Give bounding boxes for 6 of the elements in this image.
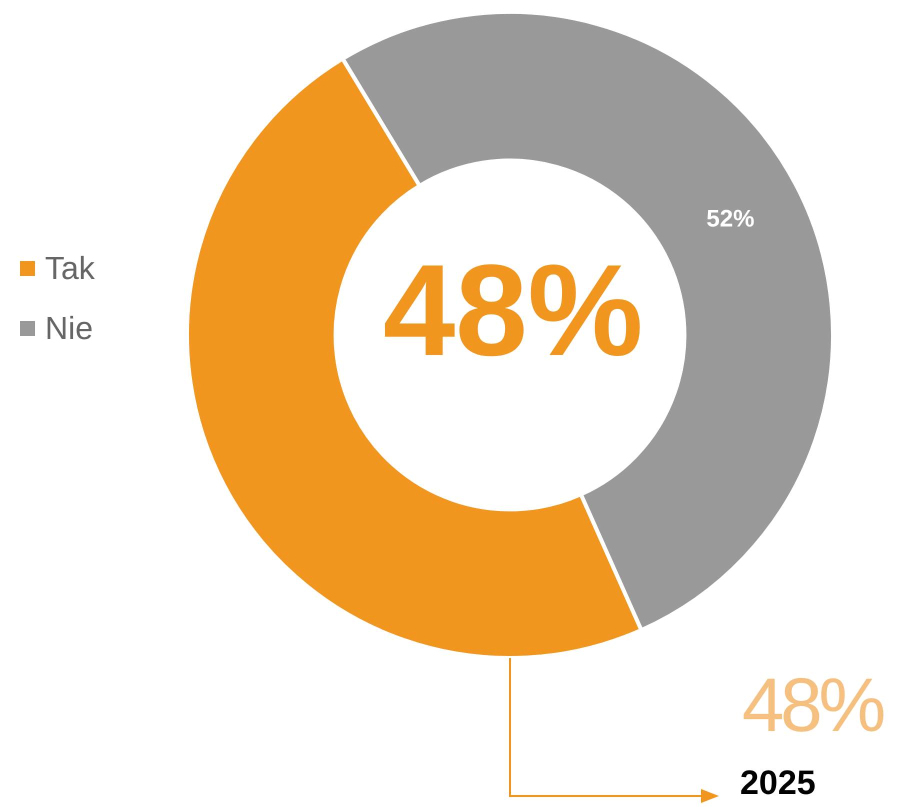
- legend-label: Tak: [45, 250, 95, 287]
- legend-label: Nie: [45, 310, 94, 347]
- text: 48%: [742, 663, 882, 748]
- data-label: 52%: [706, 205, 754, 232]
- text: 2025: [740, 764, 816, 802]
- text: 48%: [383, 237, 644, 383]
